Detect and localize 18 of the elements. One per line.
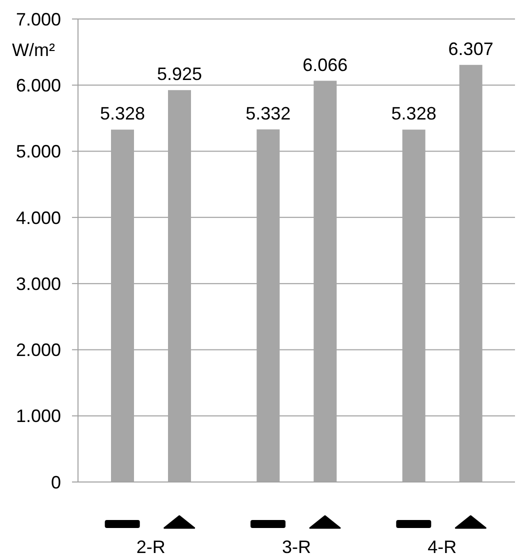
- data-label: 5.925: [156, 64, 202, 84]
- data-label: 5.328: [391, 104, 436, 124]
- y-tick-label: 7.000: [16, 9, 61, 30]
- data-label: 6.307: [448, 38, 494, 59]
- y-tick-label: 5.000: [16, 142, 61, 162]
- data-label: 5.328: [100, 104, 146, 124]
- y-tick-label: 6.000: [16, 76, 61, 96]
- y-tick-label: 0: [50, 472, 61, 492]
- y-tick-label: 4.000: [16, 208, 61, 228]
- y-axis-title: W/m²: [12, 40, 55, 60]
- y-tick-label: 2.000: [16, 340, 61, 360]
- y-tick-label: 3.000: [16, 274, 61, 294]
- x-tick-label: 4-R: [428, 537, 457, 557]
- x-tick-label: 2-R: [136, 537, 166, 557]
- data-label: 6.066: [302, 54, 348, 75]
- x-tick-label: 3-R: [282, 537, 312, 557]
- data-label: 5.332: [246, 103, 291, 124]
- y-tick-label: 1.000: [16, 406, 61, 426]
